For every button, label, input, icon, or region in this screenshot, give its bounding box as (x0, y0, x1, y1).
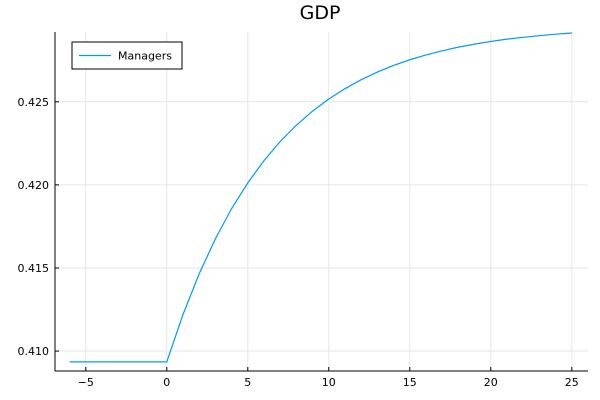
x-tick-label: 20 (484, 376, 498, 389)
y-tick-label: 0.415 (18, 262, 50, 275)
legend-label: Managers (118, 50, 172, 63)
x-tick-label: 10 (322, 376, 336, 389)
chart-title: GDP (300, 2, 341, 24)
x-tick-label: 25 (565, 376, 579, 389)
x-tick-label: −5 (78, 376, 94, 389)
y-tick-label: 0.410 (18, 345, 50, 358)
x-tick-label: 5 (244, 376, 251, 389)
series-line-managers (69, 32, 572, 363)
x-tick-label: 0 (163, 376, 170, 389)
y-tick-label: 0.420 (18, 179, 50, 192)
x-tick-label: 15 (403, 376, 417, 389)
y-tick-label: 0.425 (18, 96, 50, 109)
